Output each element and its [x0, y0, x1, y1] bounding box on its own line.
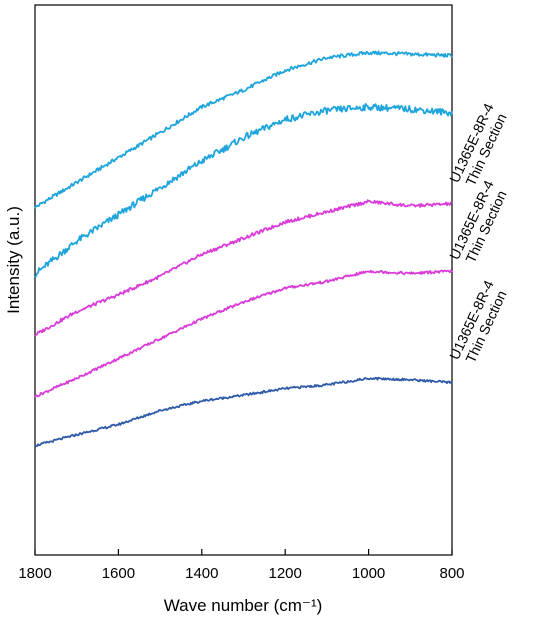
x-tick-label: 800	[439, 565, 464, 582]
x-tick-label: 1600	[102, 565, 135, 582]
plot-frame	[34, 4, 453, 556]
y-axis-title: Intensity (a.u.)	[4, 206, 23, 314]
x-axis: 1800 1600 1400 1200 1000 800	[18, 549, 465, 582]
x-tick-label: 1000	[352, 565, 385, 582]
x-tick-label: 1200	[269, 565, 302, 582]
x-axis-title: Wave number (cm⁻¹)	[164, 596, 323, 615]
spectrum-line-1	[34, 50, 453, 209]
spectrum-line-5	[34, 376, 453, 448]
spectrum-line-4	[34, 269, 453, 398]
spectrum-line-3	[34, 199, 453, 337]
x-tick-label: 1400	[185, 565, 218, 582]
series-layer	[34, 50, 453, 448]
spectrum-line-2	[34, 103, 453, 278]
x-tick-label: 1800	[18, 565, 51, 582]
